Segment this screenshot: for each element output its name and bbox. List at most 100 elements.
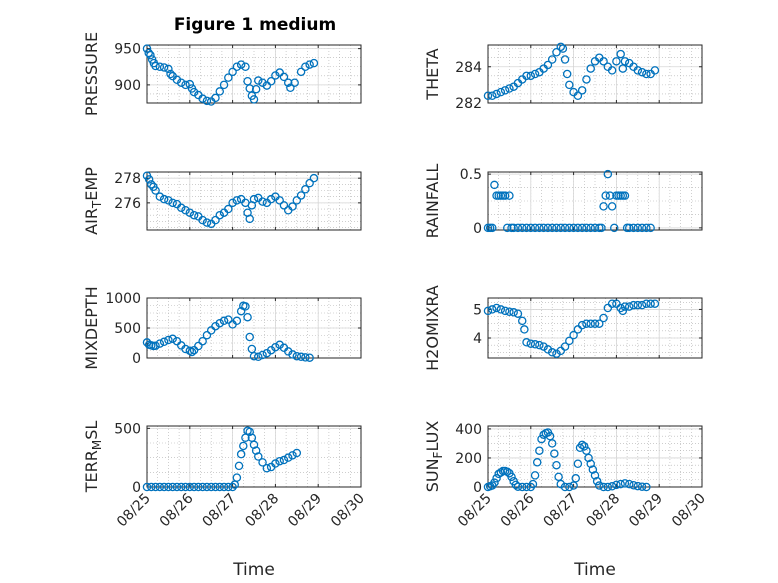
data-point [569, 223, 578, 233]
data-point [290, 78, 299, 87]
data-point [155, 339, 165, 348]
data-point [172, 482, 182, 492]
data-point [288, 202, 297, 211]
data-point [292, 351, 302, 361]
data-point [234, 461, 244, 471]
data-point [301, 185, 310, 194]
data-point [605, 191, 615, 200]
data-point [202, 330, 212, 340]
figure-title: Figure 1 medium [174, 15, 336, 35]
data-point [245, 214, 254, 224]
data-point [620, 191, 630, 200]
data-point [646, 223, 655, 233]
y-axis-label: MIXDEPTH [82, 286, 101, 369]
axes-box [146, 171, 362, 231]
data-point [558, 44, 568, 53]
data-point [275, 68, 284, 77]
data-point [215, 318, 225, 328]
data-point [646, 299, 655, 308]
data-point [232, 316, 242, 326]
data-point [224, 73, 233, 82]
data-point [232, 196, 242, 205]
data-point [189, 87, 199, 97]
data-point [610, 223, 619, 233]
data-point [309, 173, 319, 183]
data-point [258, 78, 267, 87]
data-point [144, 175, 154, 184]
data-point [206, 482, 216, 492]
data-point [642, 299, 651, 308]
data-point [616, 479, 625, 489]
x-tick-label: 08/26 [157, 490, 197, 530]
data-point [142, 482, 152, 492]
data-point [616, 49, 625, 59]
data-point [522, 338, 531, 347]
data-point [271, 342, 280, 352]
data-point [509, 308, 518, 317]
data-point [637, 67, 647, 77]
data-point [565, 482, 574, 492]
data-point [543, 223, 553, 233]
data-point [155, 482, 165, 492]
y-tick-label: 278 [114, 171, 141, 187]
data-point [185, 482, 195, 492]
data-point [258, 350, 267, 360]
data-point [560, 342, 570, 351]
data-point [181, 80, 190, 90]
x-tick-label: 08/25 [114, 491, 154, 531]
subplot-terr-msl: 0 500 08/25 08/26 08/27 08/28 08/29 08/30 Time TE… [82, 421, 368, 580]
data-point [283, 78, 293, 87]
data-point [607, 299, 617, 308]
data-point [603, 482, 613, 492]
data-point [624, 479, 634, 489]
subplot-pressure: 900 950 PRESSURE [82, 32, 362, 116]
data-point [296, 352, 306, 362]
data-point [168, 482, 177, 492]
data-point [239, 441, 248, 451]
y-tick-label: 0 [473, 480, 482, 496]
data-point [552, 349, 561, 358]
data-point [228, 198, 237, 208]
data-point [565, 80, 574, 90]
data-point [142, 44, 152, 53]
data-point [249, 351, 259, 361]
data-point [483, 306, 493, 316]
data-point [292, 448, 302, 458]
data-point [305, 178, 314, 188]
data-point [650, 299, 660, 308]
data-point [629, 300, 638, 310]
x-axis-label: Time [573, 560, 616, 580]
data-point [528, 479, 538, 489]
data-point [573, 325, 583, 334]
data-point [164, 196, 173, 205]
data-point [288, 451, 297, 460]
data-point [543, 345, 553, 354]
data-point [254, 76, 263, 85]
data-point [172, 75, 182, 85]
data-point [552, 460, 561, 470]
data-point [488, 91, 497, 101]
data-point [151, 482, 160, 492]
data-point [185, 208, 195, 217]
y-axis-label: AIRTEMP [82, 167, 104, 235]
data-point [202, 96, 212, 106]
y-tick-label: 1000 [105, 291, 141, 307]
data-point [530, 340, 540, 349]
data-point [530, 69, 540, 79]
data-point [633, 223, 643, 233]
x-tick-label: 08/30 [328, 491, 368, 531]
data-point [560, 55, 570, 64]
data-point [588, 465, 598, 474]
data-point [164, 335, 173, 345]
data-point [517, 316, 527, 326]
data-point [164, 482, 173, 492]
data-point [266, 77, 276, 86]
data-point [599, 313, 608, 323]
data-point [496, 87, 506, 97]
data-point [582, 75, 591, 84]
data-point [211, 93, 220, 103]
subplot-sun-flux: 0 200 400 08/25 08/26 08/27 08/28 08/29 08/30 Tim… [423, 421, 709, 580]
data-point [275, 196, 284, 205]
data-point [305, 353, 314, 362]
data-point [258, 197, 267, 206]
